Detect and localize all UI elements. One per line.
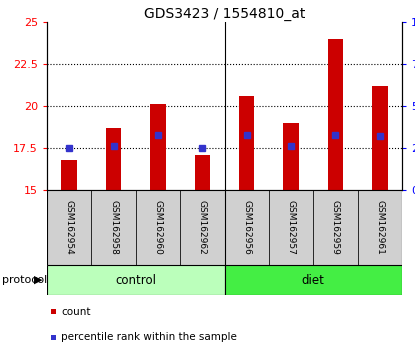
Text: GSM162958: GSM162958 xyxy=(109,200,118,255)
Bar xyxy=(195,155,210,190)
Text: GSM162959: GSM162959 xyxy=(331,200,340,255)
Bar xyxy=(313,190,358,265)
Bar xyxy=(150,104,166,190)
Bar xyxy=(136,190,180,265)
Bar xyxy=(225,190,269,265)
Bar xyxy=(283,123,299,190)
Text: diet: diet xyxy=(302,274,325,286)
Bar xyxy=(358,190,402,265)
Bar xyxy=(269,190,313,265)
Text: GSM162954: GSM162954 xyxy=(65,200,74,255)
Title: GDS3423 / 1554810_at: GDS3423 / 1554810_at xyxy=(144,7,305,21)
Bar xyxy=(91,190,136,265)
Bar xyxy=(106,128,121,190)
Bar xyxy=(47,265,225,295)
Text: GSM162956: GSM162956 xyxy=(242,200,251,255)
Text: GSM162957: GSM162957 xyxy=(287,200,295,255)
Bar xyxy=(328,39,343,190)
Bar xyxy=(180,190,225,265)
Bar xyxy=(61,160,77,190)
Text: count: count xyxy=(61,307,91,316)
Text: control: control xyxy=(115,274,156,286)
Text: percentile rank within the sample: percentile rank within the sample xyxy=(61,332,237,342)
Text: ▶: ▶ xyxy=(34,275,43,285)
Bar xyxy=(51,335,56,340)
Bar xyxy=(239,96,254,190)
Bar xyxy=(47,190,91,265)
Bar xyxy=(372,86,388,190)
Bar xyxy=(51,309,56,314)
Text: GSM162960: GSM162960 xyxy=(154,200,162,255)
Text: GSM162962: GSM162962 xyxy=(198,200,207,255)
Bar xyxy=(225,265,402,295)
Text: protocol: protocol xyxy=(2,275,47,285)
Text: GSM162961: GSM162961 xyxy=(375,200,384,255)
